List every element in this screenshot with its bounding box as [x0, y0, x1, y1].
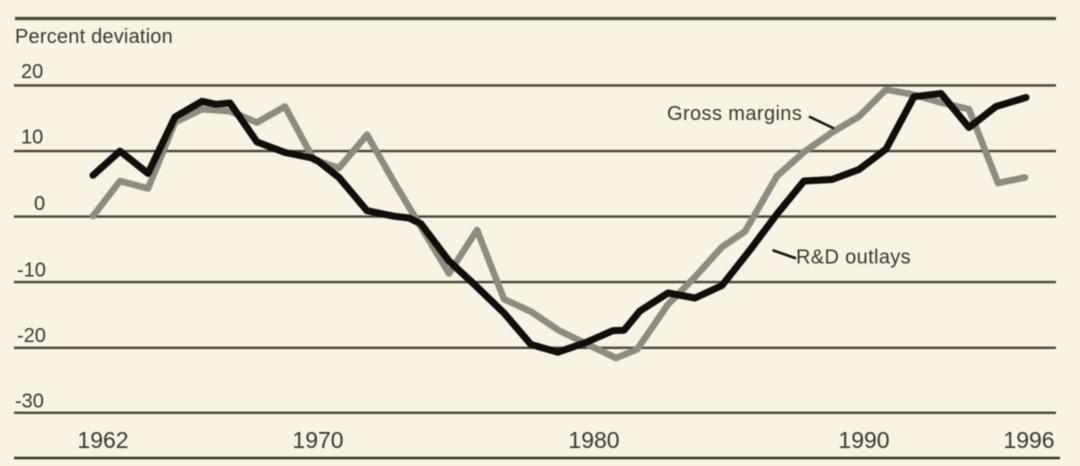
svg-text:R&D outlays: R&D outlays: [796, 247, 911, 269]
svg-text:Percent deviation: Percent deviation: [15, 26, 173, 48]
svg-text:10: 10: [21, 127, 43, 149]
svg-text:-20: -20: [17, 325, 46, 347]
svg-text:-10: -10: [17, 260, 46, 282]
svg-text:Gross margins: Gross margins: [667, 103, 802, 125]
svg-text:20: 20: [21, 61, 43, 83]
svg-text:1980: 1980: [568, 427, 619, 453]
svg-text:1990: 1990: [838, 427, 889, 453]
svg-text:1970: 1970: [292, 427, 343, 453]
svg-text:0: 0: [34, 193, 45, 215]
svg-text:-30: -30: [15, 391, 44, 413]
svg-text:1996: 1996: [1003, 427, 1054, 453]
svg-text:1962: 1962: [77, 427, 128, 453]
